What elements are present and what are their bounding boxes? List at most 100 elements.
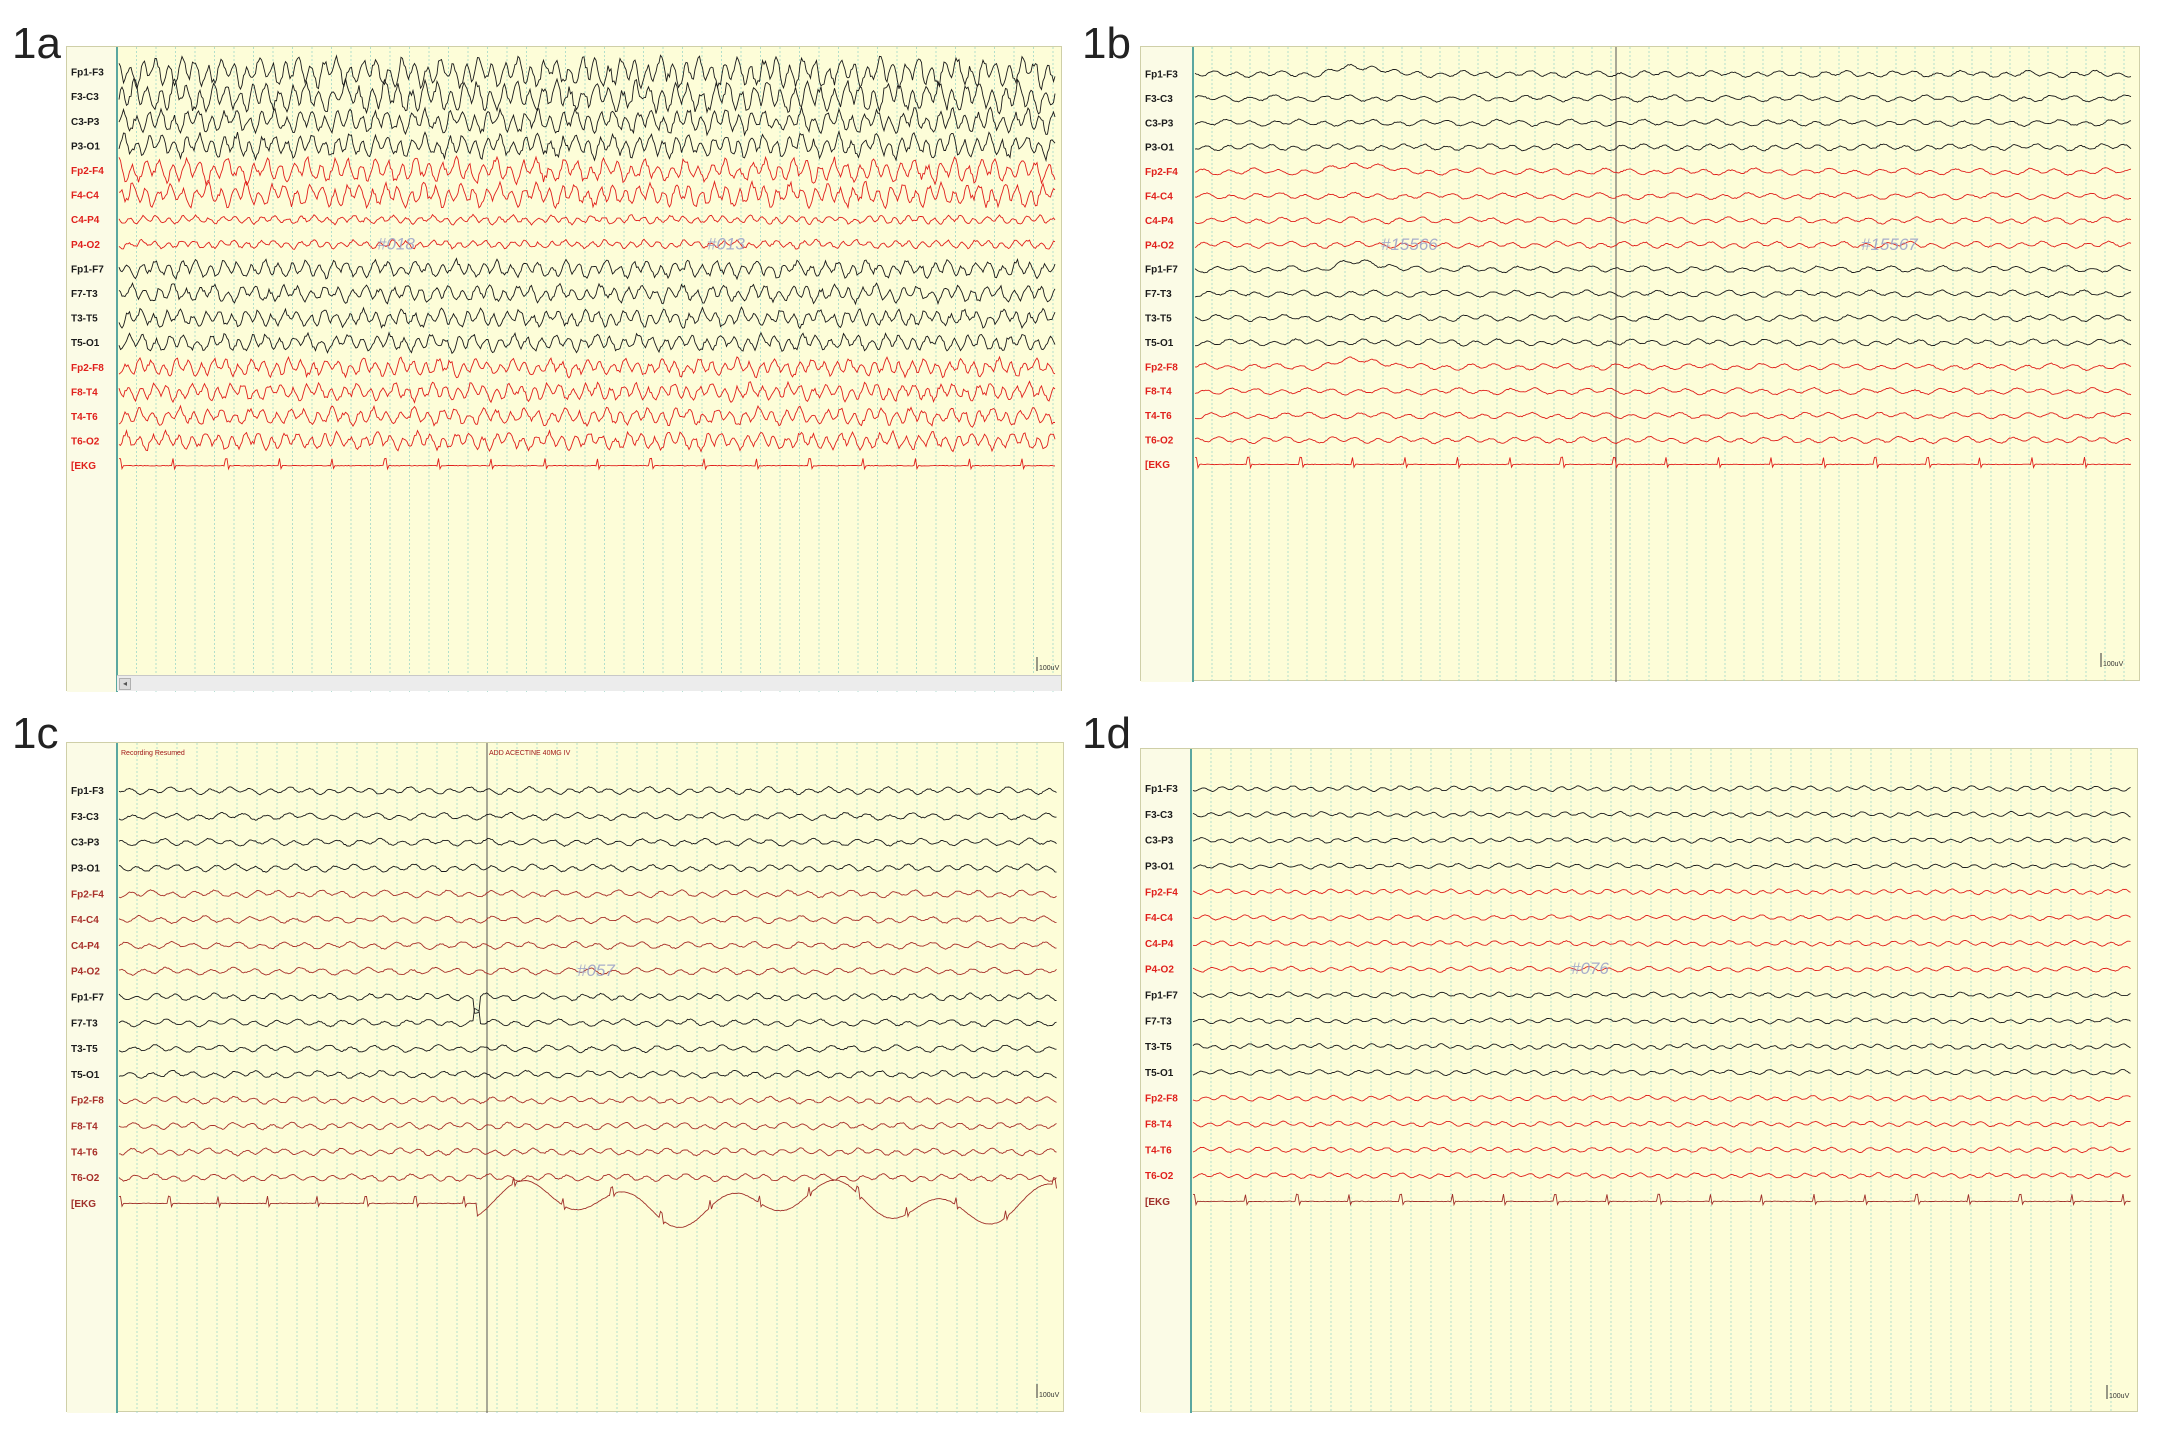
- scale-label: 100uV: [1039, 665, 1060, 672]
- channel-label-ekg: [EKG: [1145, 1197, 1170, 1208]
- trace-f4c4: [1194, 191, 2132, 201]
- trace-t4t6: [1192, 1146, 2131, 1154]
- trace-c4p4: [1194, 216, 2132, 225]
- page-watermark: #018: [377, 234, 415, 253]
- trace-f4c4: [118, 914, 1057, 925]
- trace-f7t3: [1194, 289, 2132, 298]
- channel-label-f8t4: F8-T4: [1145, 387, 1172, 398]
- trace-t5o1: [118, 331, 1056, 355]
- trace-c3p3: [118, 837, 1057, 847]
- channel-label-f8t4: F8-T4: [71, 1122, 98, 1133]
- trace-t5o1: [118, 1069, 1057, 1080]
- trace-p3o1: [118, 863, 1057, 873]
- eeg-traces-1c: Recording Resumed ADD ACECTINE 40MG IV Fp1…: [67, 743, 1060, 1413]
- channel-label-t4t6: T4-T6: [1145, 411, 1172, 422]
- trace-f4c4: [118, 179, 1056, 210]
- channel-label-c4p4: C4-P4: [71, 941, 100, 952]
- trace-f7t3: [118, 281, 1056, 306]
- channel-label-t3t5: T3-T5: [71, 314, 98, 325]
- eeg-panel-1c: Recording Resumed ADD ACECTINE 40MG IV Fp1…: [66, 742, 1064, 1413]
- channel-label-fp1f3: Fp1-F3: [1145, 784, 1178, 795]
- trace-t5o1: [1195, 338, 2132, 347]
- trace-f3c3: [1192, 810, 2131, 819]
- channel-label-t6o2: T6-O2: [1145, 1171, 1174, 1182]
- trace-p3o1: [1194, 143, 2132, 152]
- channel-label-f3c3: F3-C3: [1145, 810, 1173, 821]
- trace-t4t6: [118, 1147, 1057, 1157]
- channel-label-fp2f4: Fp2-F4: [1145, 887, 1178, 898]
- horizontal-scrollbar[interactable]: ◂: [117, 675, 1061, 691]
- channel-label-p3o1: P3-O1: [71, 141, 100, 152]
- trace-t3t5: [1194, 313, 2132, 323]
- channel-label-fp1f3: Fp1-F3: [71, 786, 104, 797]
- channel-label-p4o2: P4-O2: [1145, 965, 1174, 976]
- trace-f8t4: [118, 380, 1056, 404]
- trace-f8t4: [118, 1121, 1057, 1131]
- panel-label-1a: 1a: [12, 19, 61, 68]
- eeg-traces-1b: Fp1-F3 F3-C3 C3-P3 P3-O1 Fp2-F4 F4-C4 C4-P4 P4-…: [1141, 47, 2132, 682]
- channel-label-f7t3: F7-T3: [71, 1018, 98, 1029]
- trace-p4o2: [1192, 965, 2131, 973]
- trace-f3c3: [118, 77, 1056, 115]
- channel-label-fp1f7: Fp1-F7: [71, 264, 104, 275]
- channel-label-t6o2: T6-O2: [71, 1173, 100, 1184]
- channel-label-t4t6: T4-T6: [1145, 1145, 1172, 1156]
- channel-label-f4c4: F4-C4: [1145, 913, 1173, 924]
- channel-label-t4t6: T4-T6: [71, 412, 98, 423]
- trace-f4c4: [1192, 914, 2131, 922]
- trace-f3c3: [118, 811, 1057, 821]
- trace-t6o2: [1194, 435, 2132, 445]
- trace-c3p3: [1194, 118, 2132, 127]
- panel-label-1b: 1b: [1082, 19, 1131, 68]
- trace-c3p3: [1192, 836, 2131, 844]
- channel-label-f4c4: F4-C4: [71, 915, 99, 926]
- eeg-panel-1d: Fp1-F3 F3-C3 C3-P3 P3-O1 Fp2-F4 F4-C4 C4-P4 P4-…: [1140, 748, 2138, 1413]
- trace-ekg: [118, 1177, 1057, 1228]
- trace-ekg: [1194, 456, 2132, 470]
- channel-label-fp2f8: Fp2-F8: [1145, 362, 1178, 373]
- trace-c4p4: [118, 213, 1056, 226]
- trace-f3c3: [1194, 94, 2132, 103]
- channel-label-p4o2: P4-O2: [71, 240, 100, 251]
- annotation-drug-admin: ADD ACECTINE 40MG IV: [489, 750, 571, 757]
- scroll-left-arrow-icon[interactable]: ◂: [119, 678, 131, 690]
- channel-label-c3p3: C3-P3: [71, 117, 100, 128]
- trace-fp2f4: [1194, 162, 2132, 176]
- trace-fp1f3: [118, 54, 1056, 91]
- channel-label-f7t3: F7-T3: [1145, 1016, 1172, 1027]
- trace-t3t5: [118, 1044, 1057, 1054]
- channel-label-ekg: [EKG: [71, 461, 96, 472]
- trace-t6o2: [118, 428, 1056, 453]
- channel-label-c4p4: C4-P4: [1145, 216, 1174, 227]
- channel-label-t5o1: T5-O1: [1145, 338, 1174, 349]
- trace-fp1f3: [118, 785, 1057, 796]
- trace-t4t6: [1194, 411, 2132, 420]
- channel-label-ekg: [EKG: [1145, 460, 1170, 471]
- channel-label-fp1f3: Fp1-F3: [1145, 69, 1178, 80]
- trace-fp2f4: [118, 155, 1056, 187]
- channel-label-fp1f3: Fp1-F3: [71, 68, 104, 79]
- channel-label-t3t5: T3-T5: [1145, 313, 1172, 324]
- trace-t3t5: [118, 306, 1056, 330]
- trace-fp1f3: [1192, 785, 2131, 792]
- page-watermark: #15566: [1381, 235, 1438, 254]
- channel-label-fp2f8: Fp2-F8: [1145, 1094, 1178, 1105]
- trace-p4o2: [1194, 240, 2132, 249]
- channel-label-t5o1: T5-O1: [71, 1070, 100, 1081]
- trace-fp1f7: [118, 992, 1057, 1014]
- trace-fp1f7: [1192, 991, 2131, 999]
- channel-label-t4t6: T4-T6: [71, 1147, 98, 1158]
- panel-label-1d: 1d: [1082, 709, 1131, 758]
- trace-t4t6: [118, 404, 1056, 428]
- trace-fp2f8: [118, 1095, 1057, 1106]
- trace-f7t3: [1192, 1017, 2131, 1025]
- trace-t5o1: [1192, 1068, 2131, 1076]
- channel-label-fp2f8: Fp2-F8: [71, 1096, 104, 1107]
- channel-label-fp2f4: Fp2-F4: [71, 166, 104, 177]
- trace-ekg: [1192, 1193, 2131, 1207]
- channel-label-f4c4: F4-C4: [1145, 191, 1173, 202]
- trace-f8t4: [1194, 386, 2132, 396]
- channel-label-f4c4: F4-C4: [71, 191, 99, 202]
- trace-fp2f8: [1192, 1094, 2131, 1102]
- channel-label-t5o1: T5-O1: [71, 338, 100, 349]
